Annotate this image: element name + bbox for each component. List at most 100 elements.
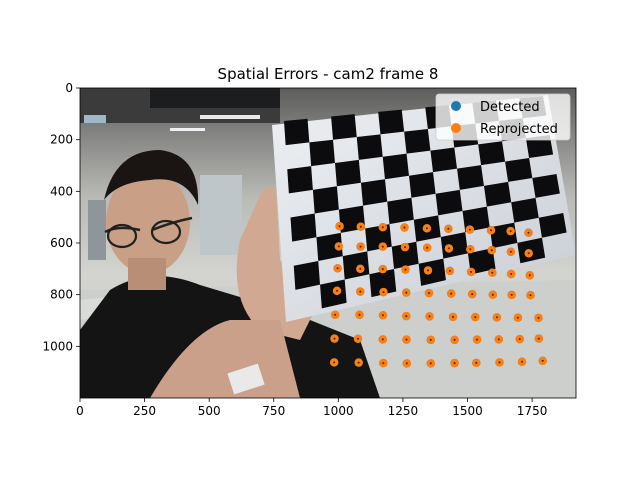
checker-square: [360, 179, 388, 206]
data-markers: [330, 222, 547, 368]
y-tick-label: 200: [50, 133, 73, 147]
detected-center-dot: [337, 245, 340, 248]
x-tick-label: 500: [198, 404, 221, 418]
detected-center-dot: [495, 316, 498, 319]
checker-square: [293, 260, 321, 290]
detected-center-dot: [452, 315, 454, 318]
detected-center-dot: [491, 293, 494, 296]
checker-square: [387, 197, 414, 225]
y-tick-label: 800: [50, 288, 73, 302]
detected-center-dot: [521, 360, 523, 363]
checker-square: [408, 172, 436, 198]
checker-square: [342, 251, 370, 280]
checker-square: [478, 141, 506, 166]
legend: Detected Reprojected: [435, 93, 571, 141]
legend-marker-reprojected: [451, 123, 461, 133]
x-tick-label: 750: [262, 404, 285, 418]
detected-center-dot: [490, 229, 492, 232]
detected-center-dot: [468, 228, 471, 231]
detected-center-dot: [428, 292, 430, 295]
detected-center-dot: [510, 273, 513, 275]
checker-square: [287, 166, 313, 194]
y-tick-label: 600: [50, 236, 73, 250]
detected-center-dot: [470, 270, 473, 273]
checker-square: [356, 134, 383, 160]
detected-center-dot: [429, 338, 432, 341]
checker-square: [316, 232, 343, 261]
legend-label-detected: Detected: [480, 100, 540, 115]
detected-center-dot: [447, 227, 450, 230]
detected-center-dot: [405, 315, 408, 318]
y-tick-label: 400: [50, 184, 73, 198]
detected-center-dot: [336, 267, 339, 270]
detected-center-dot: [541, 359, 544, 362]
detected-center-dot: [359, 267, 362, 270]
detected-center-dot: [509, 230, 512, 233]
checker-square: [365, 224, 392, 252]
detected-center-dot: [333, 337, 336, 340]
checker-square: [418, 258, 446, 286]
detected-center-dot: [453, 338, 456, 341]
detected-center-dot: [448, 269, 451, 272]
checker-square: [331, 114, 357, 140]
checker-square: [369, 269, 397, 298]
detected-center-dot: [381, 226, 384, 229]
checker-square: [382, 153, 409, 180]
checker-square: [525, 135, 554, 159]
checker-square: [334, 159, 361, 187]
y-tick-label: 0: [65, 81, 73, 95]
detected-center-dot: [359, 225, 362, 228]
detected-center-dot: [358, 313, 361, 316]
detected-center-dot: [476, 338, 479, 341]
checker-square: [309, 139, 335, 167]
x-tick-label: 1750: [517, 404, 548, 418]
detected-center-dot: [471, 293, 474, 296]
detected-center-dot: [518, 338, 521, 341]
legend-box: [435, 93, 571, 141]
checker-square: [457, 165, 484, 190]
detected-center-dot: [381, 245, 384, 248]
detected-center-dot: [357, 361, 360, 364]
checker-square: [284, 118, 310, 146]
detected-center-dot: [382, 291, 385, 294]
detected-center-dot: [405, 291, 408, 294]
checker-square: [290, 213, 317, 242]
x-axis-ticks: 0 250 500 750 1000 1250 1500 1750: [76, 398, 547, 418]
x-tick-label: 1000: [323, 404, 354, 418]
detected-center-dot: [490, 249, 493, 252]
y-axis-ticks: 0 200 400 600 800 1000: [42, 81, 80, 353]
checker-square: [435, 189, 463, 216]
detected-center-dot: [382, 314, 384, 317]
detected-center-dot: [510, 293, 513, 296]
detected-center-dot: [527, 252, 530, 255]
x-tick-label: 1500: [452, 404, 483, 418]
detected-center-dot: [333, 361, 336, 364]
checker-square: [404, 128, 431, 154]
detected-center-dot: [428, 315, 431, 318]
chart-title: Spatial Errors - cam2 frame 8: [218, 65, 439, 83]
legend-label-reprojected: Reprojected: [480, 122, 558, 137]
detected-center-dot: [404, 268, 407, 271]
checkerboard-squares: [284, 96, 567, 309]
detected-center-dot: [469, 248, 472, 251]
checker-square: [505, 158, 533, 182]
detected-center-dot: [537, 316, 540, 319]
checker-square: [320, 279, 347, 309]
checker-square: [511, 197, 539, 223]
x-tick-label: 1250: [388, 404, 419, 418]
detected-center-dot: [528, 274, 531, 277]
detected-center-dot: [426, 246, 429, 249]
detected-center-dot: [381, 268, 384, 271]
detected-center-dot: [447, 247, 450, 250]
detected-center-dot: [403, 226, 406, 229]
detected-center-dot: [357, 337, 359, 340]
checker-square: [538, 213, 567, 238]
y-tick-label: 1000: [42, 339, 73, 353]
checker-square: [430, 147, 458, 173]
detected-center-dot: [427, 269, 429, 272]
detected-center-dot: [405, 362, 408, 365]
detected-center-dot: [516, 316, 519, 319]
detected-center-dot: [405, 338, 408, 341]
checker-square: [483, 181, 512, 207]
detected-center-dot: [497, 338, 500, 341]
